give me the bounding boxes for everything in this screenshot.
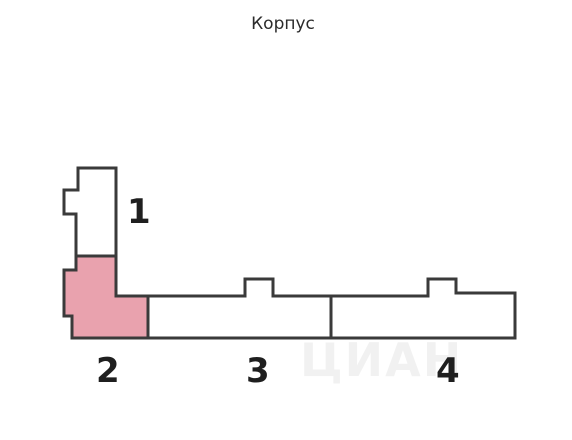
diagram-title: Корпус [251,14,315,34]
building-2-outline[interactable] [62,254,150,340]
watermark: ЦИАН [300,333,463,387]
building-4-label: 4 [436,351,460,391]
building-3-outline[interactable] [146,277,333,340]
building-3-label: 3 [246,351,270,391]
building-1-outline[interactable] [62,166,118,258]
building-2-label: 2 [96,351,120,391]
building-4-outline[interactable] [329,277,517,340]
building-1-label: 1 [127,192,151,232]
